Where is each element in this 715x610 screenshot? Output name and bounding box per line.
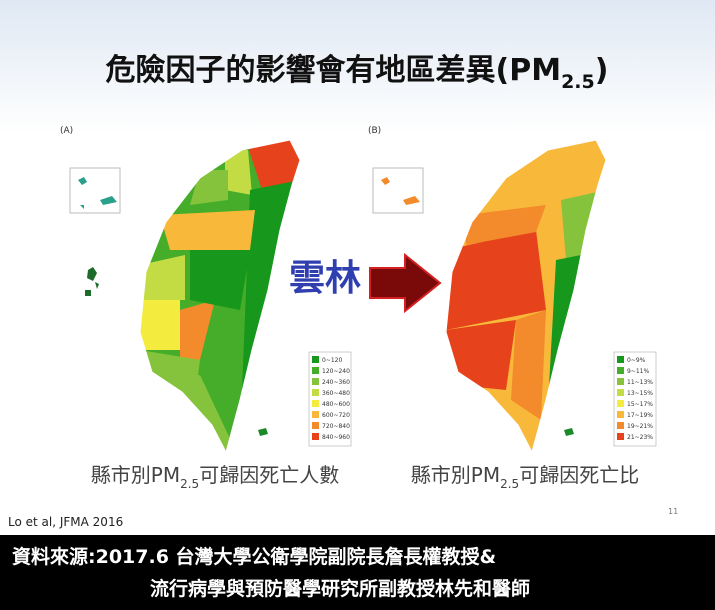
island xyxy=(564,428,574,436)
legend-label: 360~480 xyxy=(322,390,350,397)
legend-label: 120~240 xyxy=(322,368,350,375)
legend-swatch xyxy=(617,433,624,440)
map-label: (A) xyxy=(60,126,73,136)
legend-label: 600~720 xyxy=(322,412,350,419)
legend-swatch xyxy=(617,378,624,385)
legend-label: 13~15% xyxy=(627,390,653,397)
legend-label: 21~23% xyxy=(627,434,653,441)
legend-swatch xyxy=(617,411,624,418)
legend-label: 11~13% xyxy=(627,379,653,386)
legend-swatch xyxy=(312,378,319,385)
page-number: 11 xyxy=(668,507,678,516)
legend-swatch xyxy=(617,400,624,407)
citation: Lo et al, JFMA 2016 xyxy=(8,515,123,529)
island xyxy=(85,267,99,296)
legend-swatch xyxy=(312,411,319,418)
legend-label: 19~21% xyxy=(627,423,653,430)
legend-swatch xyxy=(617,367,624,374)
slide-title: 危險因子的影響會有地區差異(PM2.5) xyxy=(106,53,609,93)
legend-swatch xyxy=(312,389,319,396)
legend-frame xyxy=(613,351,657,447)
legend-label: 480~600 xyxy=(322,401,350,408)
caption: 縣市別PM2.5可歸因死亡比 xyxy=(411,463,639,491)
arrow-label: 雲林 xyxy=(289,258,361,299)
legend-label: 840~960 xyxy=(322,434,350,441)
map-label: (B) xyxy=(368,126,381,136)
legend-swatch xyxy=(312,356,319,363)
legend-swatch xyxy=(312,400,319,407)
source-bar xyxy=(0,535,715,610)
legend-swatch xyxy=(617,389,624,396)
island xyxy=(381,177,420,205)
outline xyxy=(139,139,301,454)
arrow xyxy=(369,252,442,314)
legend-swatch xyxy=(617,356,624,363)
legend: 0~120 120~240 240~360 360~480 480~600 600~720… xyxy=(308,351,352,447)
island xyxy=(78,177,117,209)
background xyxy=(0,0,715,535)
legend-frame xyxy=(308,351,352,447)
legend-label: 0~9% xyxy=(627,357,646,364)
caption: 縣市別PM2.5可歸因死亡人數 xyxy=(91,463,339,491)
inset-box xyxy=(69,167,121,214)
source-line: 資料來源:2017.6 台灣大學公衛學院副院長詹長權教授& xyxy=(12,545,496,568)
legend-label: 9~11% xyxy=(627,368,649,375)
legend-swatch xyxy=(617,422,624,429)
legend-label: 240~360 xyxy=(322,379,350,386)
legend-label: 15~17% xyxy=(627,401,653,408)
source-line: 流行病學與預防醫學研究所副教授林先和醫師 xyxy=(150,577,530,600)
outline xyxy=(445,139,607,454)
legend-swatch xyxy=(312,367,319,374)
legend-label: 17~19% xyxy=(627,412,653,419)
legend-swatch xyxy=(312,433,319,440)
legend-label: 720~840 xyxy=(322,423,350,430)
legend: 0~9% 9~11% 11~13% 13~15% 15~17% 17~19% 19~21% 2… xyxy=(613,351,657,447)
island xyxy=(258,428,268,436)
inset-box xyxy=(372,167,424,214)
legend-label: 0~120 xyxy=(322,357,342,364)
legend-swatch xyxy=(312,422,319,429)
